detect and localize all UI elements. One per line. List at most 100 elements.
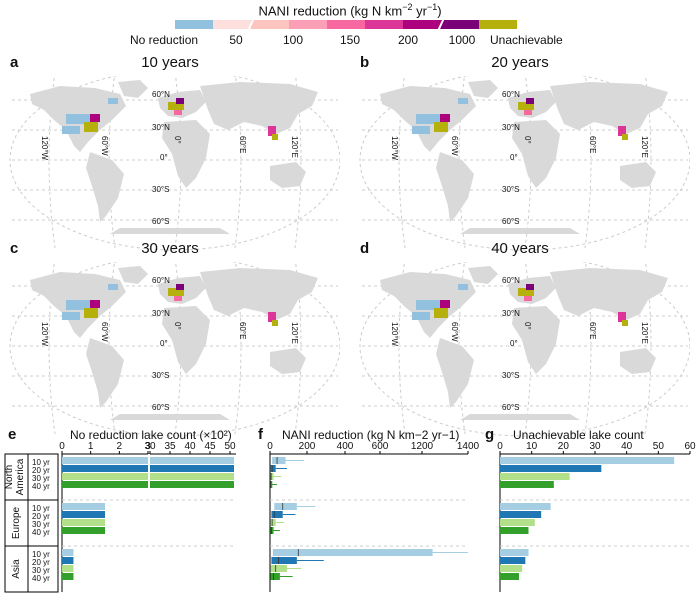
- continent: [86, 338, 124, 408]
- bar-e: [62, 519, 105, 526]
- continent: [200, 82, 318, 134]
- longitude-label: 60°W: [450, 322, 459, 342]
- legend-swatch: [289, 20, 327, 29]
- bar-g: [500, 473, 570, 480]
- box-f: [274, 503, 297, 510]
- bar-g: [500, 519, 535, 526]
- region-label: North: [4, 465, 15, 489]
- map-title: 40 years: [491, 240, 549, 257]
- legend-label: 150: [339, 33, 361, 47]
- box-f: [270, 573, 280, 580]
- bar-e: [62, 557, 74, 564]
- year-label: 40 yr: [32, 482, 50, 491]
- tick-label-g: 30: [589, 441, 601, 452]
- latitude-label: 30°S: [502, 371, 519, 380]
- legend-label: 1000: [448, 33, 476, 47]
- longitude-label: 60°E: [588, 136, 597, 153]
- year-label: 40 yr: [32, 528, 50, 537]
- bar-e: [62, 503, 105, 510]
- legend-swatch: [175, 20, 213, 29]
- lake-patch: [434, 122, 448, 132]
- panel-letter-f: f: [258, 426, 263, 443]
- legend-swatch: [479, 20, 517, 29]
- longitude-label: 120°E: [640, 136, 649, 158]
- year-label: 20 yr: [32, 512, 50, 521]
- lake-patch: [108, 284, 118, 290]
- continent: [550, 268, 668, 320]
- longitude-label: 0°: [523, 136, 532, 144]
- tick-label-f: 1400: [457, 441, 480, 452]
- latitude-label: 0°: [160, 339, 168, 348]
- longitude-label: 120°W: [40, 136, 49, 161]
- longitude-label: 0°: [173, 322, 182, 330]
- lake-patch: [272, 134, 278, 140]
- legend-break: [437, 17, 445, 32]
- lake-patch: [268, 126, 276, 136]
- legend-label: No reduction: [130, 33, 199, 47]
- lake-patch: [458, 98, 468, 104]
- bar-e: [62, 473, 148, 480]
- legend-label: Unachievable: [490, 33, 563, 47]
- continent: [550, 82, 668, 134]
- bar-e: [62, 573, 74, 580]
- lake-patch: [272, 320, 278, 326]
- legend-swatch: [327, 20, 365, 29]
- continent: [270, 162, 306, 188]
- tick-label-f: 1200: [411, 441, 434, 452]
- lake-patch: [412, 126, 430, 134]
- region-label: America: [15, 458, 26, 495]
- tick-label-e: 2: [117, 441, 123, 452]
- latitude-label: 60°S: [502, 217, 519, 226]
- year-label: 30 yr: [32, 474, 50, 483]
- tick-label-g: 50: [653, 441, 665, 452]
- bar-g: [500, 503, 551, 510]
- box-f: [272, 457, 286, 464]
- lake-patch: [174, 296, 182, 301]
- box-f: [270, 527, 274, 534]
- continent: [118, 266, 148, 284]
- latitude-label: 30°S: [152, 185, 169, 194]
- map-panel-letter: c: [10, 240, 19, 257]
- tick-label-f: 200: [299, 441, 316, 452]
- bar-e: [150, 465, 234, 472]
- tick-label-f: 400: [337, 441, 354, 452]
- box-f: [270, 473, 274, 480]
- tick-label-e: 40: [184, 441, 196, 452]
- map-panel-letter: d: [360, 240, 370, 257]
- lake-patch: [524, 296, 532, 301]
- continent: [86, 152, 124, 222]
- year-label: 20 yr: [32, 558, 50, 567]
- longitude-label: 60°W: [100, 136, 109, 156]
- tick-label-f: 0: [267, 441, 273, 452]
- lake-patch: [618, 312, 626, 322]
- legend-swatch: [213, 20, 251, 29]
- lake-patch: [618, 126, 626, 136]
- lake-patch: [518, 288, 534, 296]
- box-f: [270, 565, 287, 572]
- longitude-label: 60°W: [450, 136, 459, 156]
- chart-title-g: Unachievable lake count: [513, 428, 644, 442]
- lake-patch: [62, 312, 80, 320]
- tick-label-g: 10: [526, 441, 538, 452]
- continent: [200, 268, 318, 320]
- bar-g: [500, 511, 542, 518]
- year-label: 40 yr: [32, 574, 50, 583]
- bar-e: [62, 549, 74, 556]
- legend-label: 100: [282, 33, 304, 47]
- continent: [620, 348, 656, 374]
- year-label: 30 yr: [32, 566, 50, 575]
- tick-label-e: 50: [224, 441, 236, 452]
- bar-e: [62, 457, 148, 464]
- legend-swatch: [403, 20, 441, 29]
- bar-g: [500, 549, 529, 556]
- lake-patch: [176, 284, 184, 290]
- continent: [436, 152, 474, 222]
- region-label: Asia: [11, 559, 22, 579]
- legend-title: NANI reduction (kg N km−2 yr−1): [258, 2, 442, 19]
- bar-e: [150, 457, 234, 464]
- lake-patch: [66, 300, 92, 310]
- lake-patch: [268, 312, 276, 322]
